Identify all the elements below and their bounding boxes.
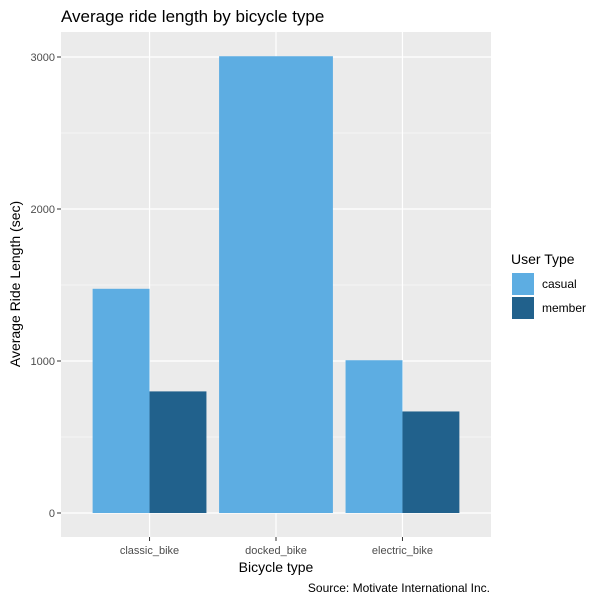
legend-swatch-member: [512, 297, 534, 319]
x-axis-title: Bicycle type: [239, 559, 314, 575]
chart-title: Average ride length by bicycle type: [61, 7, 324, 26]
y-axis-title: Average Ride Length (sec): [7, 201, 23, 367]
legend-label-casual: casual: [542, 277, 577, 291]
legend-swatch-casual: [512, 273, 534, 295]
bar-casual-classic_bike: [92, 288, 150, 513]
bar-member-electric_bike: [402, 411, 460, 513]
y-tick-label: 0: [49, 508, 55, 520]
bars: [92, 56, 460, 514]
bar-casual-electric_bike: [345, 360, 403, 513]
bar-member-classic_bike: [149, 391, 207, 513]
axes: 0 1000 2000 3000 classic_bike docked_bike elec…: [31, 52, 434, 557]
x-tick-label: classic_bike: [120, 545, 179, 557]
y-tick-label: 3000: [31, 52, 55, 64]
x-tick-label: electric_bike: [372, 545, 433, 557]
x-tick-label: docked_bike: [245, 545, 307, 557]
y-tick-label: 1000: [31, 356, 55, 368]
source-caption: Source: Motivate International Inc.: [308, 581, 490, 595]
legend: User Type casual member: [511, 251, 586, 319]
bar-casual-docked_bike: [219, 56, 333, 514]
y-tick-label: 2000: [31, 204, 55, 216]
legend-title: User Type: [511, 251, 575, 267]
legend-label-member: member: [542, 301, 586, 315]
